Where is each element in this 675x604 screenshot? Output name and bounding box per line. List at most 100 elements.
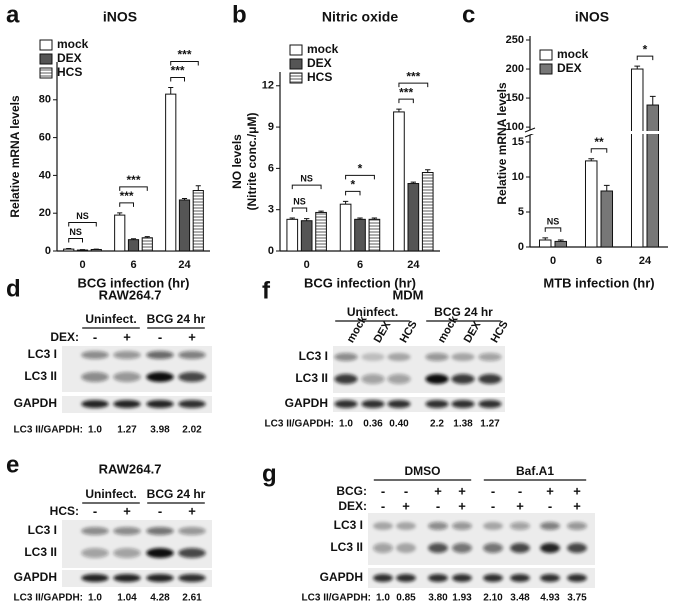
blot-band — [567, 574, 587, 582]
y-axis-title: NO levels — [230, 134, 244, 189]
lane-label: HCS — [398, 319, 420, 345]
blot-band — [428, 543, 448, 553]
chart-title: iNOS — [575, 9, 609, 25]
legend-label: HCS — [57, 65, 82, 79]
bar — [286, 218, 299, 252]
panel-letter: c — [462, 1, 475, 28]
blot-band — [81, 527, 109, 535]
y-tick-label: 3 — [268, 204, 274, 216]
blot-band — [425, 400, 449, 408]
condition-label: HCS: — [50, 504, 79, 518]
group-label: BCG 24 hr — [434, 305, 493, 319]
quant-value: 1.0 — [88, 593, 102, 604]
quant-value: 0.85 — [396, 593, 416, 604]
significance-label: * — [350, 178, 355, 192]
significance-label: NS — [76, 211, 89, 221]
y-tick-label: 12 — [262, 80, 274, 92]
condition-sign: - — [436, 498, 440, 513]
blot-band — [510, 522, 530, 530]
bar — [63, 248, 75, 252]
blot-membrane — [368, 513, 595, 565]
quant-value: 1.0 — [376, 593, 390, 604]
panel-letter: e — [6, 451, 19, 478]
error-bar — [318, 210, 324, 213]
significance-bracket — [345, 174, 375, 180]
y-tick-label: 10 — [512, 171, 524, 183]
bar — [584, 160, 598, 248]
x-tick-label: 0 — [79, 259, 85, 271]
blot-membrane — [368, 568, 595, 588]
blot-band — [452, 574, 472, 582]
condition-label: BCG: — [336, 484, 367, 498]
significance-bracket — [636, 55, 654, 61]
panel-letter: g — [262, 460, 277, 487]
y-tick-label: 0 — [518, 241, 524, 253]
blot-band — [146, 400, 174, 408]
condition-sign: - — [491, 483, 495, 498]
significance-bracket — [68, 238, 83, 243]
blot-band — [387, 353, 411, 361]
error-bar — [66, 248, 72, 250]
blot-band — [373, 522, 393, 530]
blot-title: RAW264.7 — [99, 461, 162, 476]
blot-band — [478, 353, 502, 361]
legend-swatch — [289, 72, 303, 84]
blot-band — [334, 400, 358, 408]
quant-value: 2.61 — [182, 593, 202, 604]
condition-sign: - — [93, 329, 97, 344]
blot-band — [81, 372, 109, 382]
condition-sign: - — [381, 498, 385, 513]
blot-band — [396, 522, 416, 530]
bar — [421, 172, 434, 252]
bar — [192, 190, 204, 252]
blot-band — [334, 353, 358, 361]
error-bar — [649, 95, 656, 106]
lane-label: HCS — [489, 319, 511, 345]
blot-band — [81, 400, 109, 408]
y-tick-label: 0 — [268, 245, 274, 257]
error-bar — [144, 236, 150, 238]
quant-value: 3.48 — [510, 593, 530, 604]
blot-band — [113, 400, 141, 408]
quant-value: 0.40 — [389, 419, 409, 430]
bar — [300, 220, 313, 252]
significance-label: ** — [594, 135, 604, 149]
blot-band — [373, 574, 393, 582]
x-tick-label: 0 — [550, 255, 556, 267]
blot-band — [361, 400, 385, 408]
y-tick-label: 250 — [506, 34, 524, 46]
panel-letter: a — [6, 1, 20, 28]
condition-sign: - — [158, 503, 162, 518]
significance-bracket — [170, 77, 185, 82]
legend-label: mock — [557, 47, 589, 61]
legend-label: DEX — [57, 51, 82, 65]
significance-bracket — [119, 202, 134, 207]
blot-band — [567, 543, 587, 553]
x-tick-label: 6 — [596, 255, 602, 267]
y-tick-label: 100 — [506, 121, 524, 133]
error-bar — [130, 238, 137, 240]
significance-label: *** — [120, 189, 134, 203]
significance-bracket — [291, 207, 308, 212]
group-label: Baf.A1 — [516, 464, 554, 478]
error-bar — [117, 212, 123, 216]
quant-value: 1.0 — [339, 419, 353, 430]
y-tick-label: 15 — [512, 136, 524, 148]
significance-label: *** — [177, 48, 191, 62]
significance-label: NS — [293, 196, 306, 206]
blot-band — [387, 400, 411, 408]
band-label: LC3 II — [24, 369, 57, 383]
y-tick-label: 80 — [39, 94, 51, 106]
band-label: LC3 I — [28, 347, 57, 361]
condition-sign: + — [573, 483, 581, 498]
blot-band — [178, 574, 206, 582]
bar — [315, 211, 327, 252]
bar — [141, 237, 153, 252]
blot-band — [178, 372, 206, 382]
blot-band — [396, 543, 416, 553]
condition-sign: + — [188, 329, 196, 344]
significance-bracket — [398, 82, 429, 88]
quant-value: 0.36 — [363, 419, 383, 430]
blot-band — [113, 372, 141, 382]
band-label: GAPDH — [285, 396, 328, 410]
